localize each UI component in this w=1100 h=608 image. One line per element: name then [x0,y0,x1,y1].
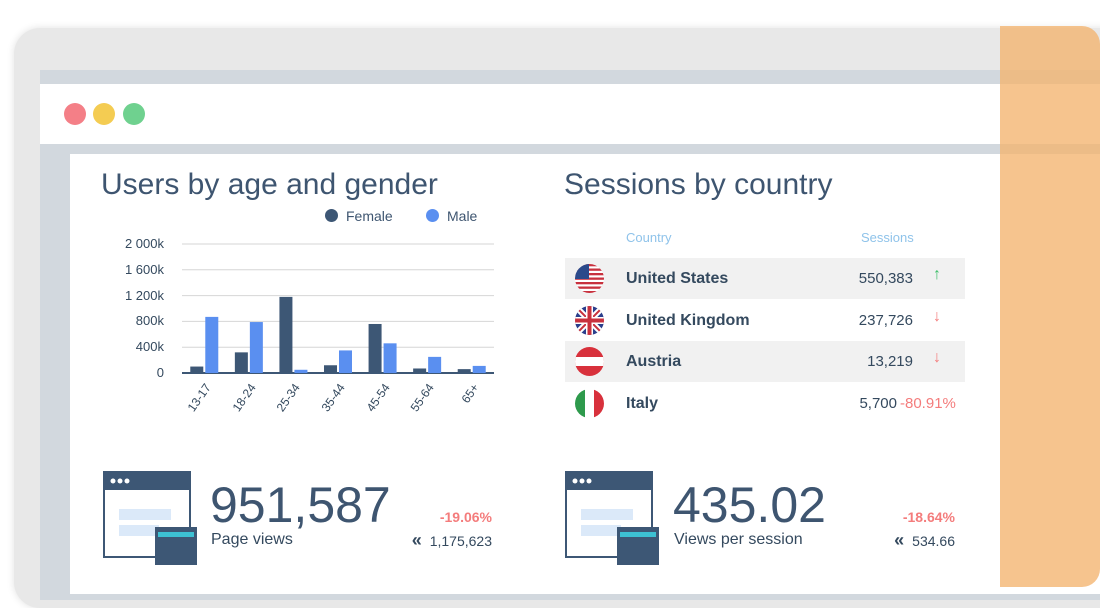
bar-female-13-17[interactable] [190,366,204,373]
page-views-previous-value: 1,175,623 [429,533,492,549]
bar-male-65+[interactable] [472,365,486,373]
italy-flag-icon [575,389,604,418]
country-name: Italy [626,395,659,412]
browser-page-icon [103,471,197,565]
window-titlebar [40,84,1100,144]
column-header-country[interactable]: Country [626,230,672,245]
y-tick-label: 0 [156,365,164,380]
browser-page-icon [565,471,659,565]
views-per-session-previous-value: 534.66 [912,533,955,549]
age-chart-title: Users by age and gender [101,168,438,201]
trend-up-icon: ↑ [933,266,941,283]
bar-male-55-64[interactable] [428,356,442,373]
page-views-previous: « 1,175,623 [352,530,492,551]
bar-female-25-34[interactable] [279,296,293,373]
legend-female-swatch [325,209,338,222]
table-row-united-states[interactable]: United States 550,383 ↑ [565,258,965,299]
bar-male-35-44[interactable] [339,350,352,373]
trend-down-icon: ↓ [933,308,941,325]
y-tick-label: 800k [135,313,164,329]
maximize-window-button[interactable] [123,103,145,125]
country-name: Austria [626,353,682,370]
legend-female-label: Female [346,208,393,224]
us-flag-icon [575,264,604,293]
page-views-value: 951,587 [210,477,391,533]
bar-male-13-17[interactable] [205,316,219,373]
bar-female-45-54[interactable] [368,323,382,373]
bar-female-18-24[interactable] [234,352,248,373]
y-tick-label: 2 000k [124,236,164,251]
legend-male-swatch [426,209,439,222]
y-tick-label: 1 200k [124,287,164,303]
session-count: 13,219 [867,353,913,370]
bar-male-25-34[interactable] [294,369,308,373]
page-views-label: Page views [211,531,293,548]
close-window-button[interactable] [64,103,86,125]
bar-female-35-44[interactable] [324,365,337,373]
table-row-austria[interactable]: Austria 13,219 ↓ [565,341,965,382]
uk-flag-icon [575,306,604,335]
session-count: 5,700 [859,395,897,412]
legend-male-label: Male [447,208,478,224]
sessions-title: Sessions by country [564,168,833,201]
country-name: United Kingdom [626,312,750,329]
bar-male-45-54[interactable] [383,343,397,373]
previous-period-icon: « [411,530,422,550]
trend-down-icon: ↓ [933,349,941,366]
views-per-session-change: -18.64% [902,509,955,525]
minimize-window-button[interactable] [93,103,115,125]
bar-female-65+[interactable] [457,369,471,373]
legend-male[interactable]: Male [426,208,477,224]
session-count: 550,383 [858,270,913,287]
side-overlay-panel [1000,26,1100,587]
age-gender-bar-chart [182,243,494,374]
y-tick-label: 400k [135,339,164,355]
previous-period-icon: « [894,530,905,550]
legend-female[interactable]: Female [325,208,393,224]
page-views-change: -19.06% [439,509,492,525]
country-name: United States [626,270,729,287]
bar-female-55-64[interactable] [413,368,427,373]
session-count: 237,726 [858,312,913,329]
y-tick-label: 1 600k [124,261,164,277]
column-header-sessions[interactable]: Sessions [861,230,914,245]
views-per-session-label: Views per session [674,531,803,548]
bar-male-18-24[interactable] [249,322,263,373]
table-row-united-kingdom[interactable]: United Kingdom 237,726 ↓ [565,300,965,341]
austria-flag-icon [575,347,604,376]
views-per-session-previous: « 534.66 [815,530,955,551]
table-row-italy[interactable]: Italy 5,700 -80.91% [565,383,965,424]
views-per-session-value: 435.02 [673,477,826,533]
session-change-percent: -80.91% [900,395,956,412]
